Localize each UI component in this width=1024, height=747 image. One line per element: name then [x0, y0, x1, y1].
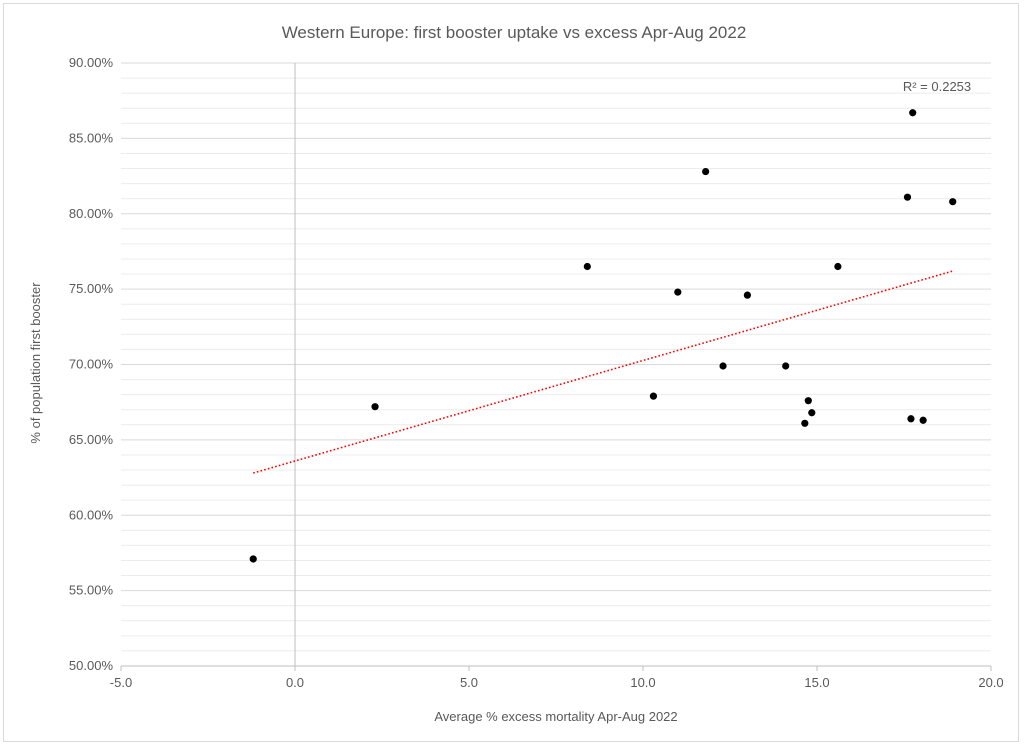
x-tick-label: 0.0 [286, 675, 304, 690]
y-tick-label: 50.00% [69, 658, 114, 673]
y-tick-label: 70.00% [69, 357, 114, 372]
data-point [249, 555, 257, 563]
y-tick-label: 85.00% [69, 130, 114, 145]
data-points [249, 109, 957, 563]
data-point [909, 109, 917, 117]
x-tick-label: 20.0 [978, 675, 1003, 690]
x-tick-label: 15.0 [804, 675, 829, 690]
data-point [649, 392, 658, 400]
x-tick-label: 10.0 [630, 675, 655, 690]
y-axis-title: % of population first booster [28, 282, 43, 444]
trendline [253, 270, 953, 474]
data-point [834, 262, 842, 271]
y-tick-label: 60.00% [69, 507, 114, 522]
data-point [371, 403, 379, 411]
trendline-group [253, 270, 953, 474]
data-point [782, 362, 790, 370]
data-point [801, 419, 809, 427]
r-squared-label: R² = 0.2253 [903, 79, 971, 94]
y-tick-label: 65.00% [69, 432, 114, 447]
x-axis-title: Average % excess mortality Apr-Aug 2022 [434, 709, 677, 724]
chart-title: Western Europe: first booster uptake vs … [282, 23, 747, 42]
y-tick-label: 75.00% [69, 281, 114, 296]
y-tick-label: 55.00% [69, 583, 114, 598]
data-point [919, 416, 927, 424]
minor-gridlines [121, 77, 991, 652]
y-tick-labels: 50.00% 55.00% 60.00% 65.00% 70.00% 75.00% 80.0… [69, 55, 114, 673]
data-point [743, 291, 752, 299]
x-tick-labels: -5.0 0.0 5.0 10.0 15.0 20.0 [110, 666, 1004, 690]
data-point [719, 362, 727, 370]
y-tick-label: 90.00% [69, 55, 114, 70]
data-point [804, 397, 812, 405]
data-point [949, 198, 957, 206]
data-point [674, 288, 682, 296]
axes [121, 63, 991, 667]
x-tick-label: -5.0 [110, 675, 132, 690]
chart-frame [3, 3, 1019, 742]
data-point [583, 262, 591, 271]
data-point [903, 193, 912, 201]
y-tick-label: 80.00% [69, 206, 114, 221]
major-gridlines [121, 62, 991, 592]
data-point [907, 415, 915, 423]
data-point [702, 167, 710, 176]
x-tick-label: 5.0 [460, 675, 478, 690]
data-point [808, 409, 816, 417]
